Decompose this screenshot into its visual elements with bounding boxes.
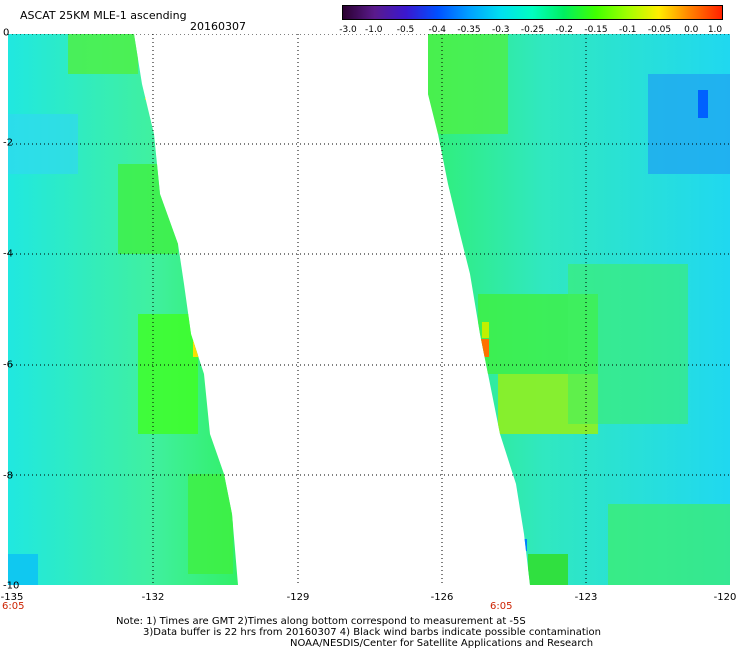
y-tick-label: -6: [3, 359, 13, 371]
swath-left: [8, 34, 238, 585]
x-tick-label: -129: [286, 592, 310, 603]
colorbar-tick-label: 1.0: [707, 25, 723, 35]
swath-map-svg: [8, 34, 730, 585]
map-plot: [8, 34, 730, 585]
x-tick-label: -132: [141, 592, 165, 603]
x-tick-label: -126: [430, 592, 454, 603]
time-label-left: 6:05: [2, 601, 25, 612]
colorbar-tick-label: -0.25: [520, 25, 545, 35]
y-tick-label: 0: [3, 27, 10, 39]
colorbar-tick-label: -0.35: [457, 25, 481, 35]
x-tick-label: -123: [574, 592, 598, 603]
y-tick-label: -8: [3, 470, 13, 482]
colorbar-tick-label: -1.0: [364, 25, 383, 35]
note-line-1: Note: 1) Times are GMT 2)Times along bot…: [116, 616, 526, 627]
note-line-2: 3)Data buffer is 22 hrs from 20160307 4)…: [143, 627, 601, 638]
colorbar-tick-label: -0.2: [555, 25, 574, 35]
y-tick-label: -10: [3, 580, 20, 592]
colorbar-tick-label: -0.3: [491, 25, 510, 35]
colorbar-tick-label: -0.5: [396, 25, 415, 35]
colorbar-tick-label: -0.4: [428, 25, 447, 35]
colorbar-tick-label: -0.05: [647, 25, 672, 35]
x-tick-label: -120: [713, 592, 737, 603]
note-line-3: NOAA/NESDIS/Center for Satellite Applica…: [290, 638, 594, 649]
time-label-right: 6:05: [490, 601, 513, 612]
colorbar-tick-label: -0.1: [618, 25, 637, 35]
colorbar: [342, 5, 723, 20]
map-date: 20160307: [190, 20, 246, 33]
grid-lines: [8, 34, 730, 585]
colorbar-tick-label: 0.0: [684, 25, 699, 35]
colorbar-tick-label: -3.0: [339, 25, 357, 35]
x-tick-label: -135: [0, 592, 24, 603]
y-tick-label: -2: [3, 137, 13, 149]
map-title: ASCAT 25KM MLE-1 ascending: [20, 9, 187, 22]
colorbar-tick-label: -0.15: [584, 25, 608, 35]
y-tick-label: -4: [3, 248, 13, 260]
swath-right: [428, 34, 730, 585]
